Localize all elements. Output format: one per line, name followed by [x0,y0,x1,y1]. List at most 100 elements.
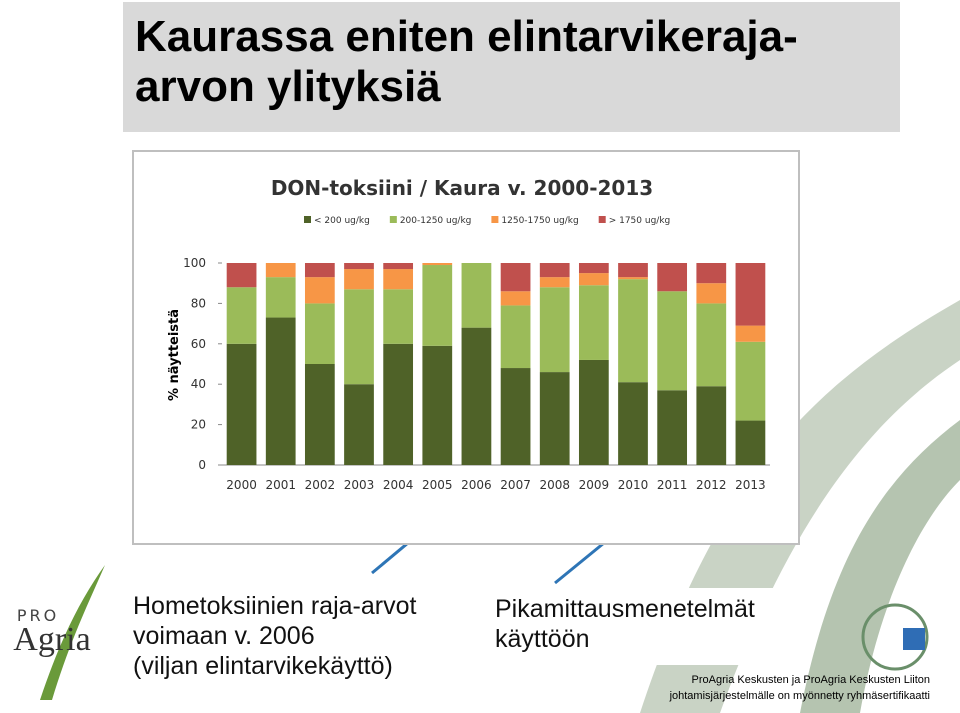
bar-segment [735,420,766,465]
bar-segment [304,277,335,304]
x-tick-label: 2007 [500,478,531,492]
logo-leaf [40,565,105,700]
x-tick-label: 2012 [696,478,727,492]
bar-segment [265,263,296,278]
bar-segment [461,263,492,328]
bar-segment [618,279,648,383]
bar-segment [657,390,688,465]
bar-segment [618,263,648,278]
certificate-badge [861,603,929,671]
chart-title: DON-toksiini / Kaura v. 2000-2013 [271,176,653,200]
x-tick-label: 2011 [657,478,688,492]
x-tick-label: 2005 [422,478,453,492]
x-tick-label: 2010 [618,478,649,492]
bar-segment [422,265,453,346]
bar-segment [500,368,531,465]
bar-segment [265,317,296,465]
legend-swatch [304,216,311,223]
bar-segment [618,277,648,280]
y-tick-label: 60 [191,337,206,351]
note-line: Hometoksiinien raja-arvot [133,592,417,620]
legend-label: > 1750 ug/kg [609,216,671,226]
y-tick-label: 20 [191,418,206,432]
y-tick-label: 40 [191,377,206,391]
bar-segment [500,263,531,292]
legend-swatch [491,216,499,223]
x-tick-label: 2000 [226,478,257,492]
bar-segment [265,277,296,318]
bar-segment [422,345,453,465]
bar-segment [304,364,335,465]
note-line: Pikamittausmenetelmät [495,595,755,623]
bar-segment [344,384,374,465]
x-tick-label: 2009 [579,478,610,492]
bar-segment [657,263,688,292]
logo-text: Agria [13,621,90,658]
bar-segment [578,285,609,360]
legend-label: 1250-1750 ug/kg [501,216,578,226]
x-tick-label: 2004 [383,478,414,492]
bar-segment [539,263,570,278]
bar-segment [735,325,766,342]
bar-segment [578,273,609,286]
note: Hometoksiinien raja-arvot voimaan v. 200… [123,585,477,697]
bar-segment [304,263,335,278]
bar-segment [226,263,257,288]
bar-segment [383,269,414,290]
bar-segment [618,382,648,465]
note: Pikamittausmenetelmät käyttöön [485,588,803,665]
x-tick-label: 2006 [461,478,492,492]
bar-segment [383,263,414,270]
bar-segment [696,263,727,284]
bar-segment [696,283,727,304]
chart: DON-toksiini / Kaura v. 2000-2013 % näytt… [167,176,770,492]
legend-swatch [389,216,397,223]
bar-segment [657,291,688,391]
slide-title: Kaurassa eniten elintarvikeraja-arvon yl… [135,12,798,111]
y-tick-label: 100 [183,256,206,270]
bar-segment [304,303,335,364]
note-line: voimaan v. 2006 [133,622,315,650]
logo-text: PRO [17,606,59,625]
bar-segment [539,372,570,465]
bar-segment [539,277,570,288]
bar-segment [696,303,727,387]
bar-segment [383,289,414,344]
title-box: Kaurassa eniten elintarvikeraja-arvon yl… [123,2,900,132]
footer: ProAgria Keskusten ja ProAgria Keskusten… [670,672,930,704]
bar-segment [226,343,257,465]
bar-segment [735,263,766,326]
x-tick-label: 2013 [735,478,766,492]
y-tick-label: 80 [191,296,206,310]
note-line: käyttöön [495,625,590,653]
legend-label: < 200 ug/kg [314,216,370,226]
bar-segment [344,269,374,290]
note-line: (viljan elintarvikekäyttö) [133,652,393,680]
legend-label: 200-1250 ug/kg [400,216,472,226]
dnv-mark [903,628,925,650]
bar-segment [383,343,414,465]
bar-segment [539,287,570,373]
x-tick-label: 2001 [265,478,296,492]
bar-segment [422,263,453,266]
bar-segment [461,327,492,465]
x-tick-label: 2008 [539,478,570,492]
y-axis-label: % näytteistä [167,309,182,401]
footer-line: johtamisjärjestelmälle on myönnetty ryhm… [669,690,930,702]
bar-segment [344,289,374,385]
legend-swatch [598,216,606,223]
chart-frame: DON-toksiini / Kaura v. 2000-2013 % näytt… [132,150,800,545]
x-tick-label: 2002 [305,478,336,492]
bar-segment [500,291,531,306]
bar-segment [500,305,531,369]
footer-line: ProAgria Keskusten ja ProAgria Keskusten… [691,674,930,686]
bar-segment [735,341,766,421]
swoosh [800,420,960,713]
bar-segment [226,287,257,344]
y-tick-label: 0 [198,458,206,472]
bar-segment [578,263,609,274]
bar-segment [696,386,727,465]
bar-segment [578,359,609,465]
x-tick-label: 2003 [344,478,375,492]
